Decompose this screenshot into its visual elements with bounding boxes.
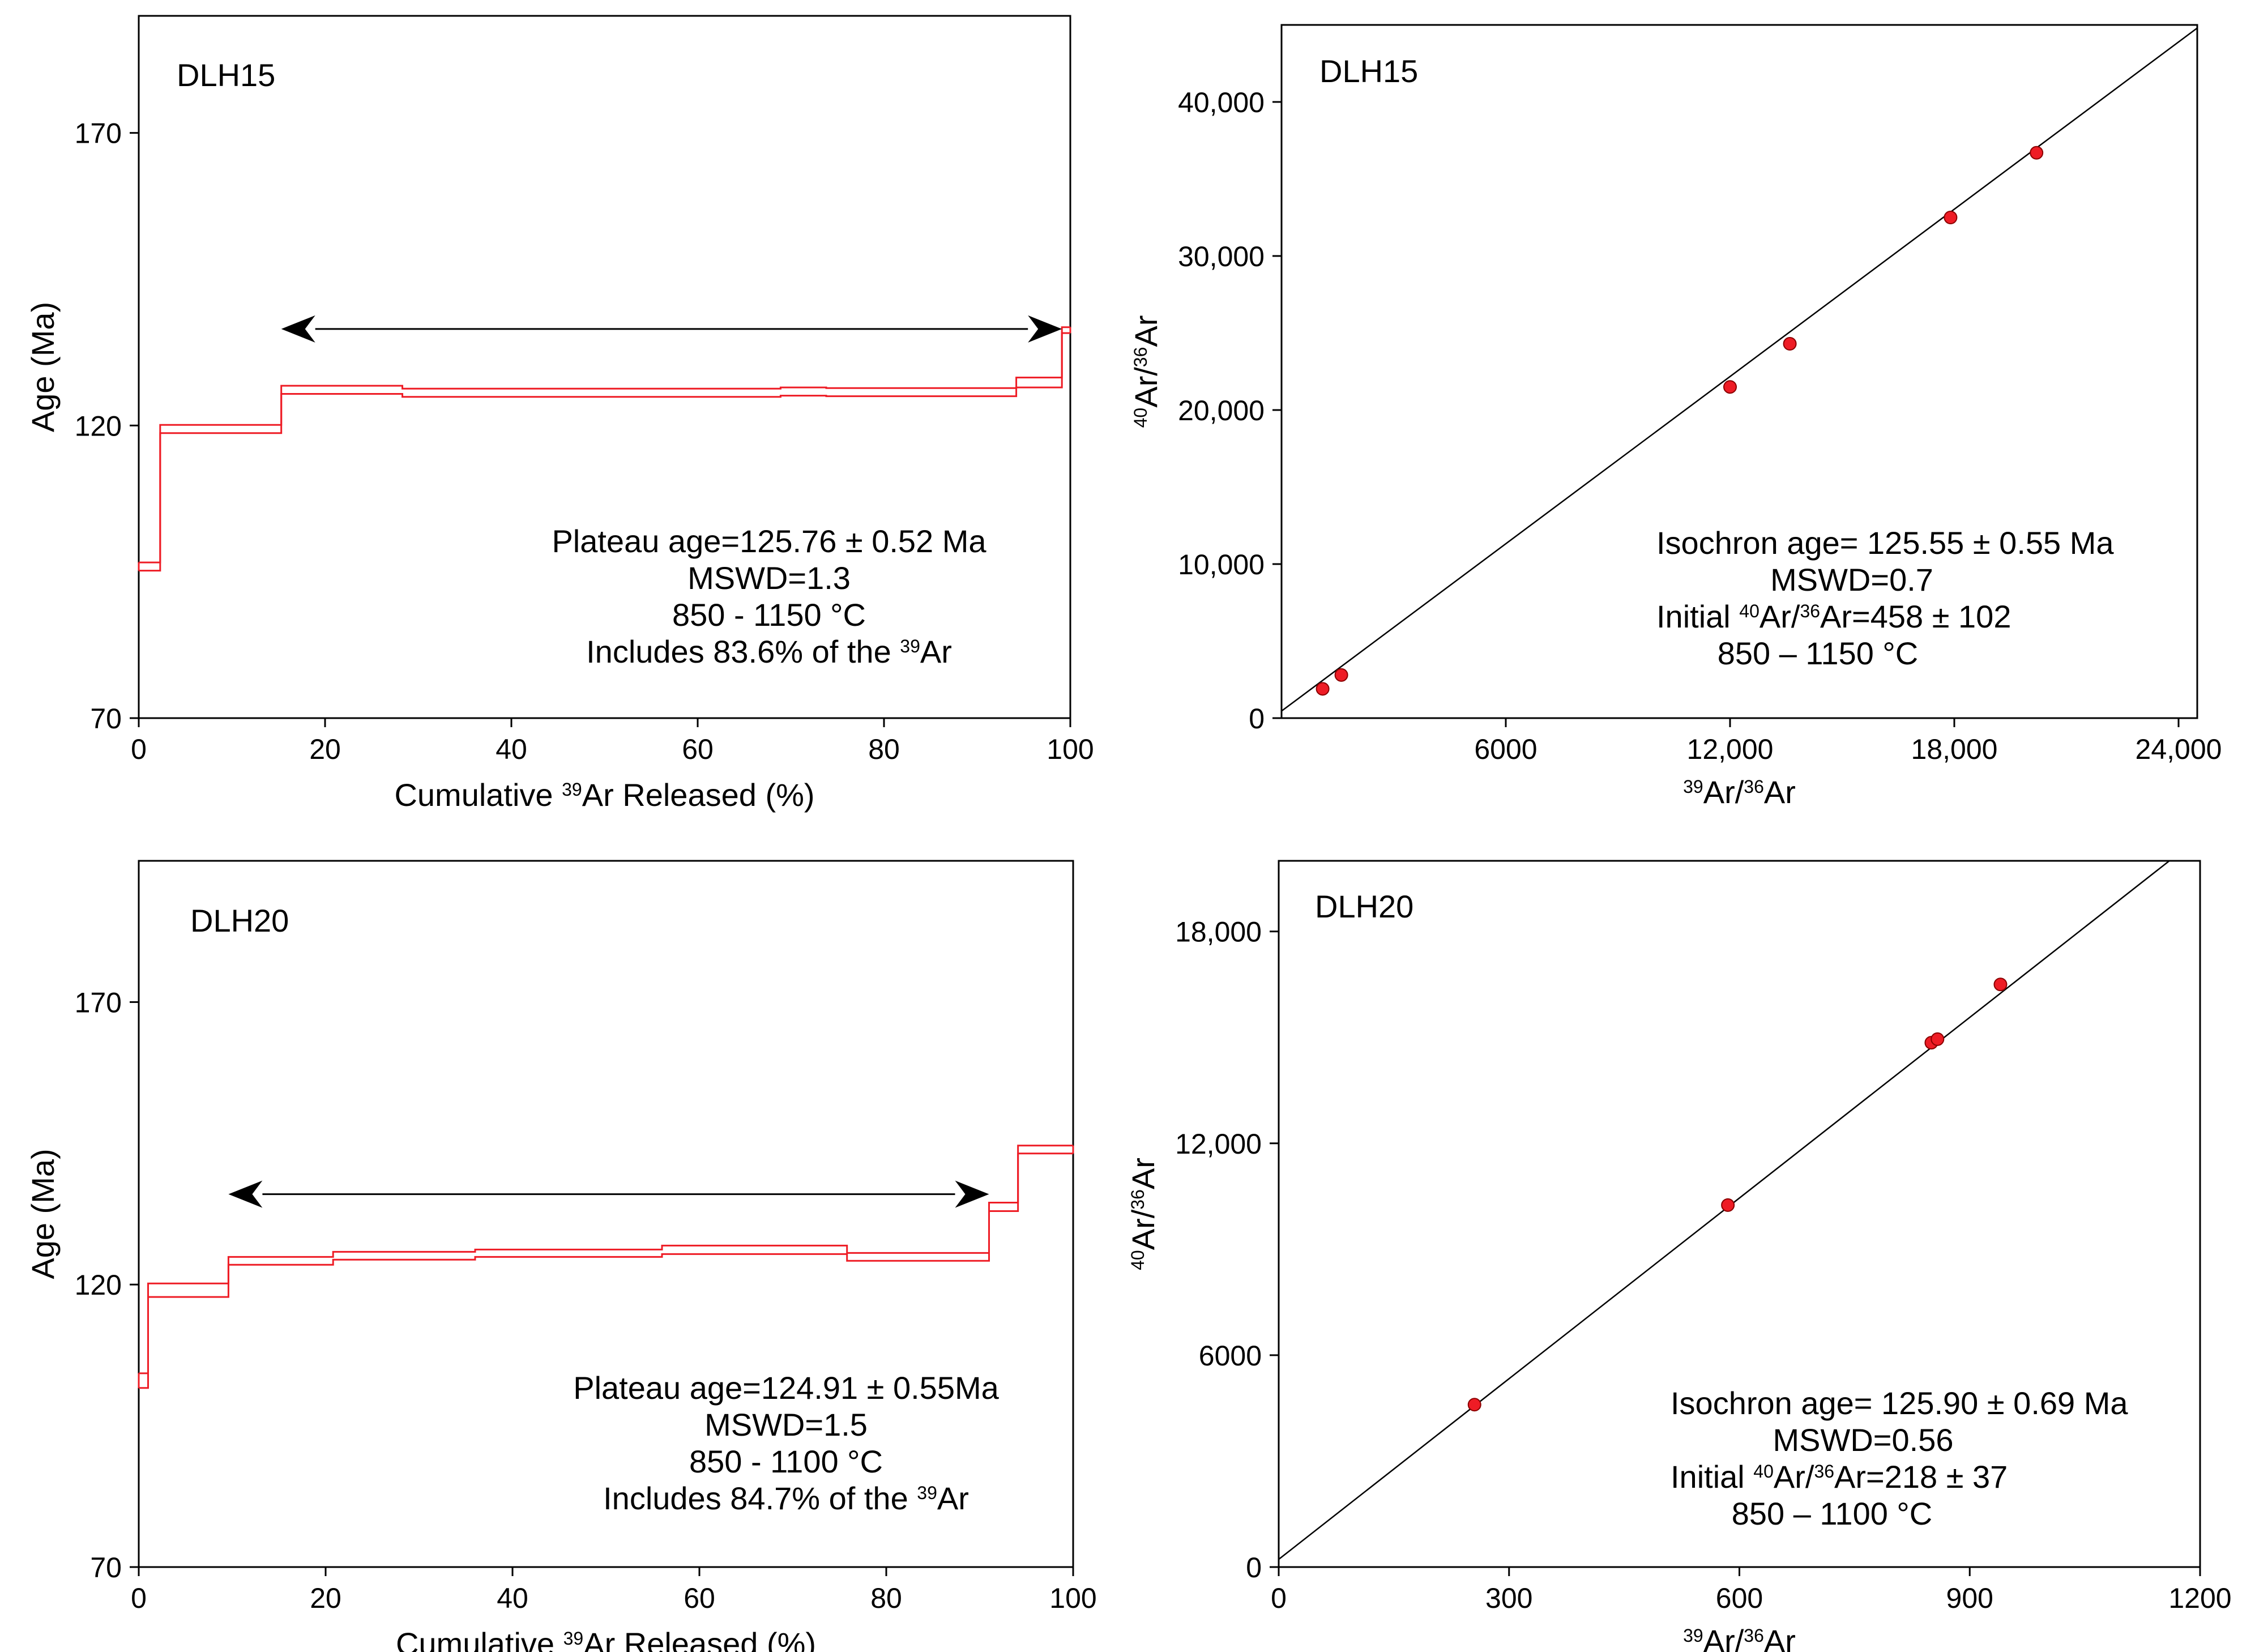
x-tick-label: 60: [682, 733, 714, 765]
isochron-point: [1721, 1198, 1735, 1212]
x-tick-label: 80: [870, 1582, 902, 1614]
x-tick-label: 100: [1047, 733, 1094, 765]
y-axis-label: Age (Ma): [25, 302, 61, 432]
age-step-upper: [139, 1145, 1073, 1374]
x-tick-label: 1200: [2168, 1582, 2231, 1614]
isochron-annotation-line: MSWD=0.7: [1770, 562, 1933, 597]
age-step-upper: [139, 326, 1070, 564]
isochron-annotation-line: Initial 40Ar/36Ar=458 ± 102: [1656, 599, 2011, 634]
x-tick-label: 0: [1271, 1582, 1287, 1614]
y-tick-label: 70: [90, 1552, 122, 1583]
isochron-annotation-line: Initial 40Ar/36Ar=218 ± 37: [1671, 1459, 2008, 1495]
panel-title: DLH20: [1315, 889, 1413, 924]
y-tick-label: 40,000: [1178, 87, 1265, 118]
plateau-annotation-line: MSWD=1.5: [704, 1407, 868, 1442]
y-tick-label: 170: [75, 987, 122, 1018]
x-tick-label: 0: [131, 1582, 147, 1614]
panel-title: DLH15: [1319, 53, 1418, 89]
y-tick-label: 120: [75, 410, 122, 442]
y-tick-label: 0: [1249, 703, 1265, 735]
isochron-chart-dlh20: 0 300 600 900 1200 0 6000 12,000 18,000 DLH20 39Ar…: [1125, 860, 2232, 1652]
x-tick-label: 40: [497, 1582, 528, 1614]
plateau-arrowhead-left: [281, 315, 315, 343]
plateau-annotation-line: 850 - 1100 °C: [689, 1444, 883, 1479]
plateau-arrowhead-right: [955, 1180, 989, 1208]
isochron-point: [1993, 977, 2008, 992]
x-tick-label: 20: [309, 733, 341, 765]
x-tick-label: 18,000: [1911, 733, 1998, 765]
isochron-annotation-line: 850 – 1150 °C: [1718, 635, 1919, 671]
age-step-lower: [139, 332, 1070, 572]
isochron-chart-dlh15: 6000 12,000 18,000 24,000 0 10,000 20,000 30,00…: [1128, 24, 2222, 810]
y-axis-label: Age (Ma): [25, 1149, 61, 1279]
plateau-annotation-line: 850 - 1150 °C: [672, 597, 866, 633]
x-axis-label: Cumulative 39Ar Released (%): [394, 777, 814, 813]
plot-frame: [1280, 24, 2198, 719]
y-tick-label: 120: [75, 1269, 122, 1301]
isochron-point: [1931, 1032, 1945, 1046]
isochron-annotation-line: MSWD=0.56: [1773, 1422, 1954, 1458]
age-spectrum-chart-dlh20: 0 20 40 60 80 100 70 120 170 DLH20 Cumulative 39Ar…: [25, 860, 1097, 1652]
plateau-annotation-line: Plateau age=125.76 ± 0.52 Ma: [552, 523, 986, 559]
x-tick-label: 20: [310, 1582, 341, 1614]
x-axis-label: 39Ar/36Ar: [1683, 1623, 1796, 1652]
age-step-lower: [139, 1152, 1073, 1389]
y-axis-label: 40Ar/36Ar: [1125, 1158, 1161, 1270]
y-tick-label: 70: [90, 703, 122, 735]
y-tick-label: 20,000: [1178, 395, 1265, 426]
plateau-annotation-line: Plateau age=124.91 ± 0.55Ma: [573, 1370, 999, 1406]
y-tick-label: 6000: [1199, 1340, 1262, 1372]
plateau-arrowhead-left: [228, 1180, 263, 1208]
isochron-point: [1467, 1398, 1481, 1412]
x-tick-label: 0: [131, 733, 147, 765]
plateau-annotation-line: MSWD=1.3: [687, 560, 851, 596]
x-axis-label: 39Ar/36Ar: [1683, 774, 1796, 810]
x-tick-label: 12,000: [1687, 733, 1774, 765]
isochron-annotation-line: Isochron age= 125.90 ± 0.69 Ma: [1671, 1385, 2128, 1421]
x-tick-label: 100: [1049, 1582, 1096, 1614]
x-tick-label: 40: [496, 733, 527, 765]
plot-frame: [138, 860, 1074, 1568]
x-tick-label: 300: [1485, 1582, 1532, 1614]
isochron-point: [2030, 146, 2044, 160]
isochron-line: [1281, 27, 2198, 712]
y-axis-label: 40Ar/36Ar: [1128, 315, 1164, 428]
isochron-point: [1316, 682, 1330, 696]
y-tick-label: 0: [1246, 1552, 1262, 1583]
y-tick-label: 170: [75, 118, 122, 150]
plateau-annotation-line: Includes 83.6% of the 39Ar: [586, 634, 952, 669]
x-tick-label: 6000: [1474, 733, 1537, 765]
y-tick-label: 12,000: [1175, 1128, 1262, 1160]
age-spectrum-chart-dlh15: 0 20 40 60 80 100 70 120 170 DLH15 Cumulative 39Ar…: [25, 15, 1094, 813]
isochron-point: [1334, 668, 1348, 682]
isochron-point: [1723, 380, 1737, 394]
plateau-arrowhead-right: [1028, 315, 1062, 343]
x-tick-label: 80: [868, 733, 900, 765]
plot-frame: [138, 15, 1071, 719]
x-tick-label: 600: [1716, 1582, 1763, 1614]
panel-title: DLH20: [190, 903, 289, 938]
plateau-annotation-line: Includes 84.7% of the 39Ar: [603, 1480, 969, 1516]
y-tick-label: 18,000: [1175, 916, 1262, 948]
x-axis-label: Cumulative 39Ar Released (%): [396, 1626, 816, 1652]
x-tick-label: 24,000: [2136, 733, 2222, 765]
isochron-annotation-line: Isochron age= 125.55 ± 0.55 Ma: [1656, 525, 2114, 561]
y-tick-label: 10,000: [1178, 549, 1265, 580]
isochron-point: [1944, 211, 1958, 224]
x-tick-label: 60: [684, 1582, 715, 1614]
panel-title: DLH15: [177, 57, 275, 93]
isochron-point: [1783, 337, 1797, 351]
y-tick-label: 30,000: [1178, 241, 1265, 272]
isochron-annotation-line: 850 – 1100 °C: [1732, 1496, 1933, 1531]
x-tick-label: 900: [1946, 1582, 1993, 1614]
